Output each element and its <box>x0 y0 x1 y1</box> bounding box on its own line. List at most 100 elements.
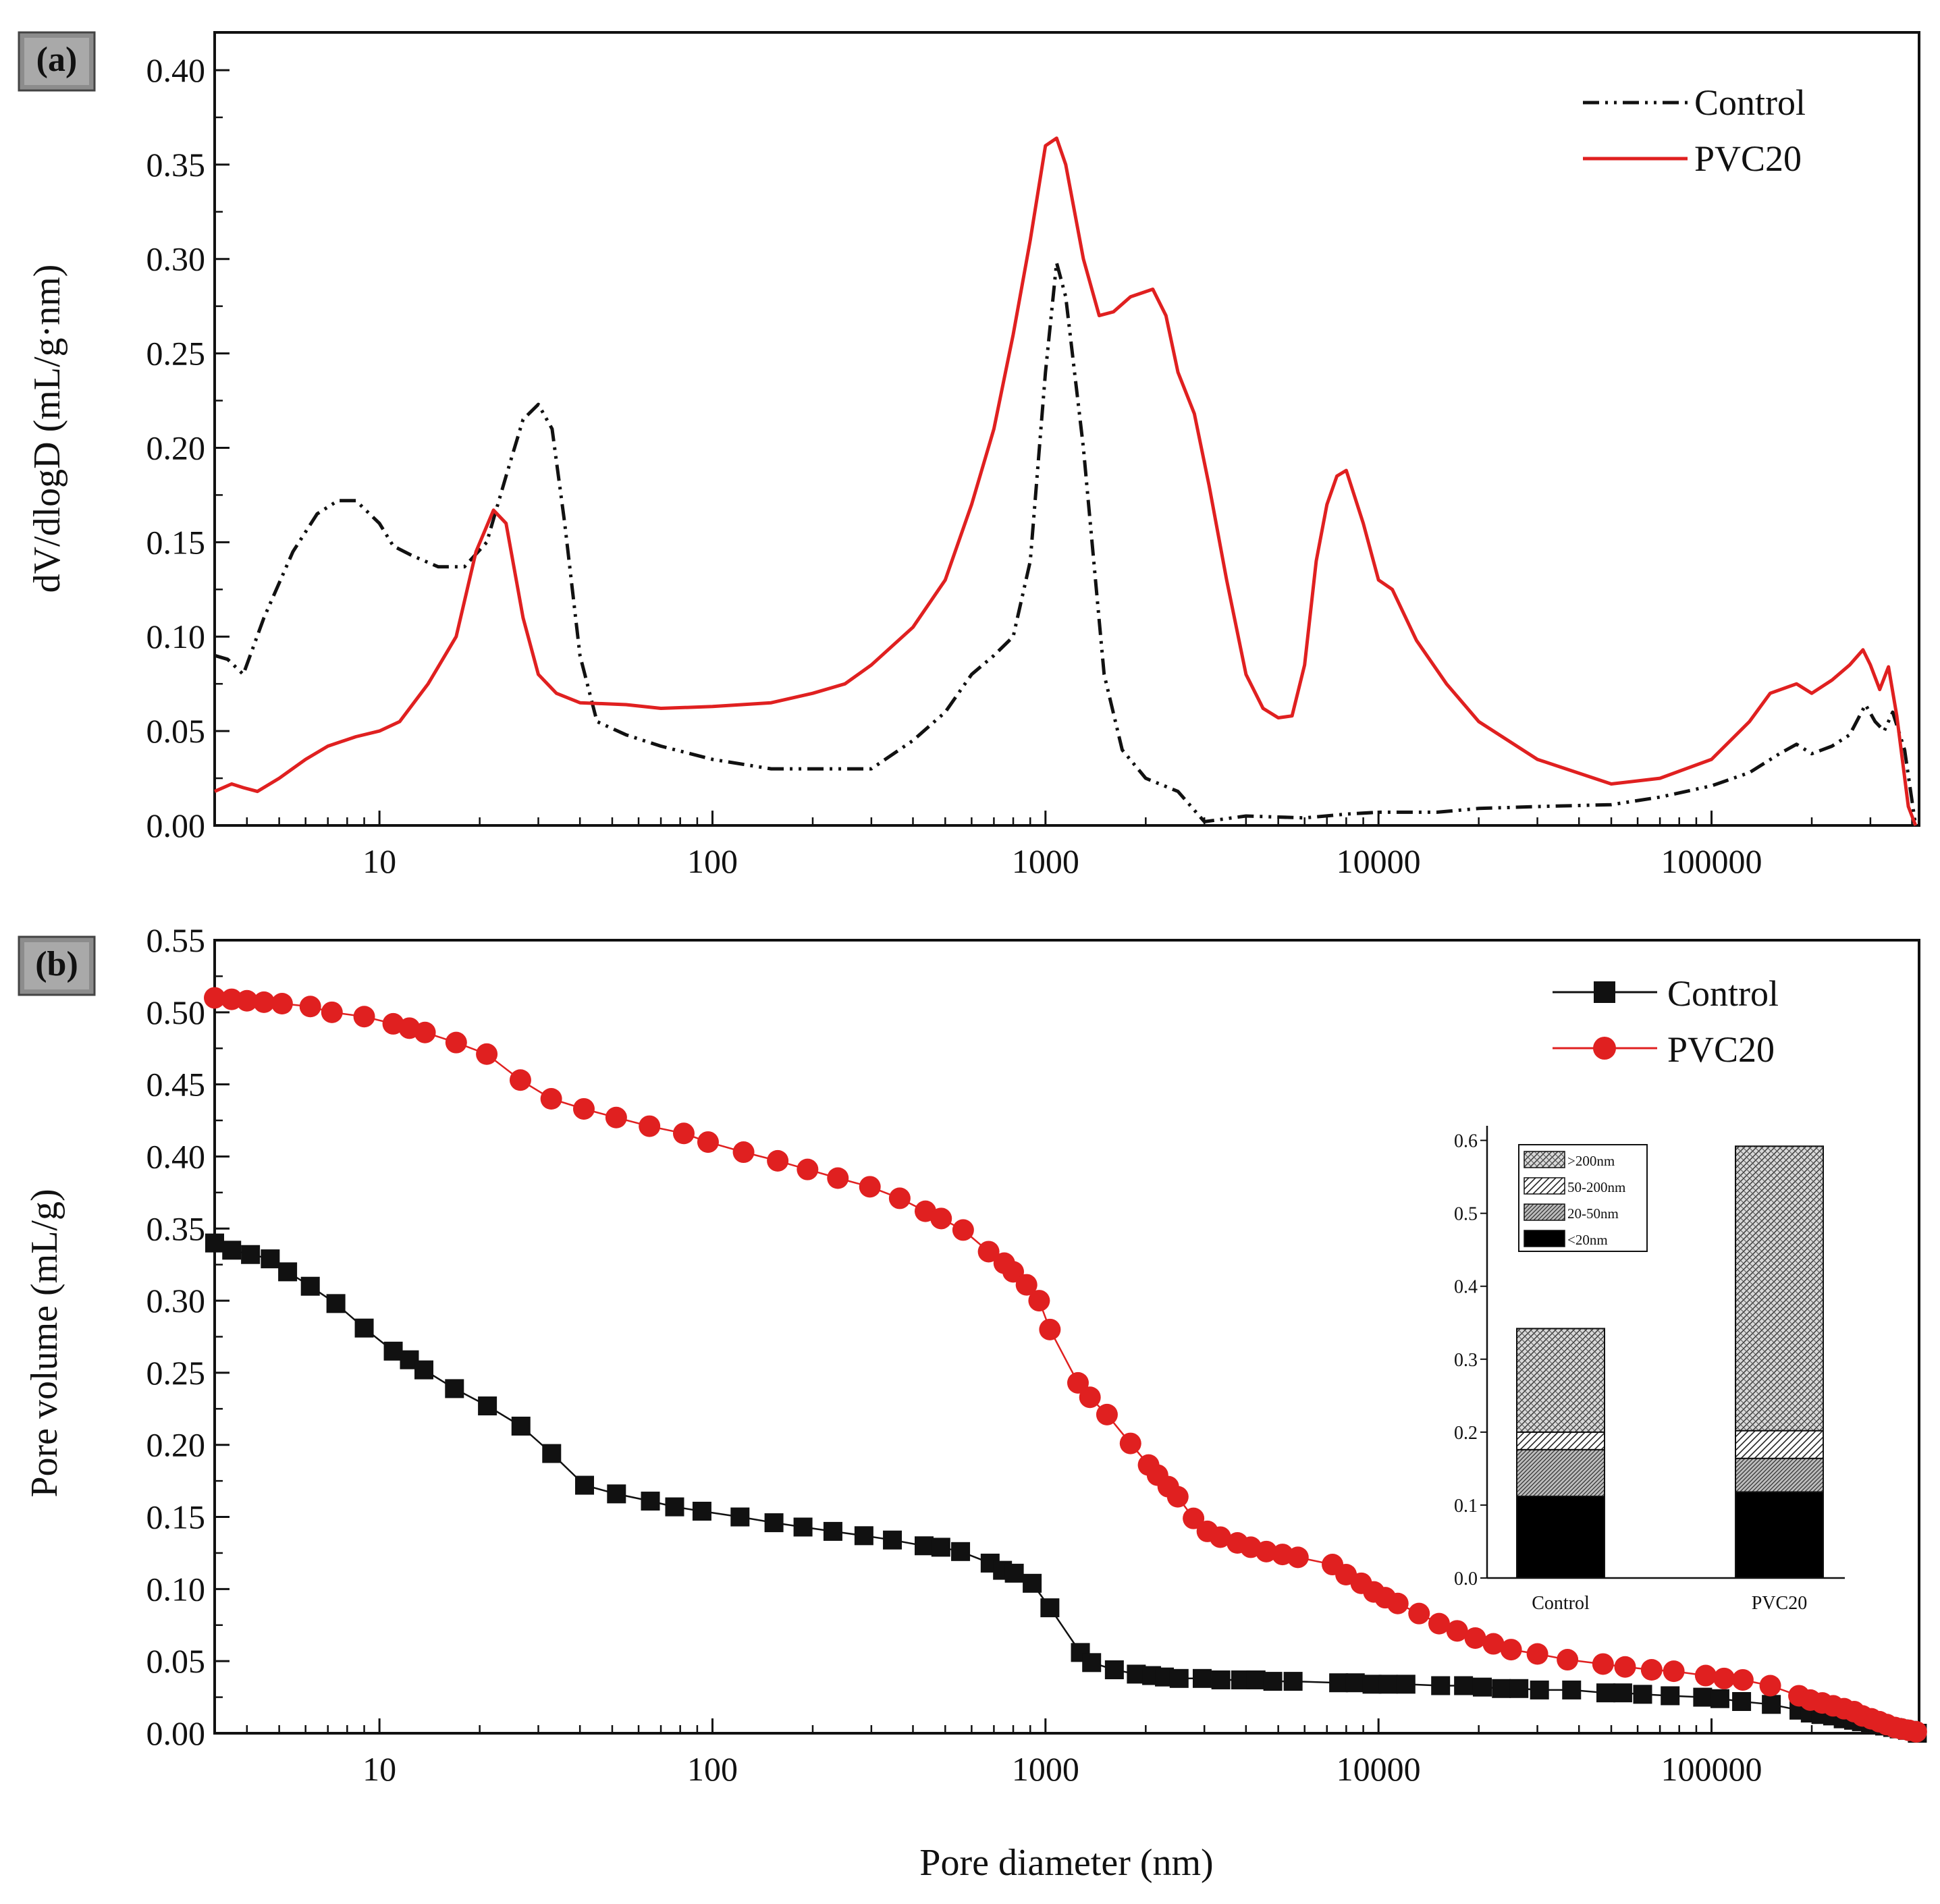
control-square-marker <box>1362 1675 1382 1694</box>
inset-legend-label-20-50: 20-50nm <box>1567 1205 1619 1222</box>
pvc20-circle-marker <box>1067 1371 1089 1394</box>
control-square-marker <box>607 1484 626 1504</box>
control-square-marker <box>1396 1675 1416 1694</box>
pvc20-circle-marker <box>1256 1540 1278 1562</box>
panel-badge-b: (b) <box>18 935 96 996</box>
inset-legend-label-gt200: >200nm <box>1567 1153 1615 1169</box>
pvc20-circle-marker <box>1428 1612 1450 1635</box>
x-tick-label: 100000 <box>1661 842 1762 880</box>
pvc20-circle-marker <box>732 1141 755 1164</box>
pvc20-circle-marker <box>540 1088 562 1110</box>
inset-bar-chart: 0.0 0.1 0.2 0.3 0.4 0.5 0.6 Control PVC20 >200… <box>1454 1126 1845 1614</box>
inset-legend-swatch-gt200 <box>1524 1151 1565 1168</box>
control-square-marker <box>1762 1695 1781 1714</box>
x-tick-label: 100 <box>687 1750 738 1788</box>
control-square-marker <box>1004 1563 1024 1583</box>
y-tick-label: 0.45 <box>146 1066 206 1104</box>
pvc20-circle-marker <box>952 1219 974 1241</box>
pvc20-circle-marker <box>1482 1633 1505 1655</box>
x-tick-label: 10000 <box>1337 842 1421 880</box>
control-square-marker <box>641 1492 660 1511</box>
pvc20-circle-marker <box>977 1241 1000 1263</box>
control-square-marker <box>445 1379 464 1398</box>
pvc20-circle-marker <box>1640 1659 1663 1681</box>
pvc20-circle-marker <box>797 1158 819 1180</box>
inset-legend: >200nm 50-200nm 20-50nm <20nm <box>1518 1144 1648 1252</box>
y-tick-label: 0.20 <box>146 1426 206 1464</box>
panel-b: 0.000.050.100.150.200.250.300.350.400.45… <box>18 921 1927 1884</box>
inset-bar-segment <box>1516 1448 1605 1497</box>
control-square-marker <box>383 1341 403 1361</box>
inset-category-pvc20: PVC20 <box>1752 1593 1807 1614</box>
y-tick-label: 0.25 <box>146 335 206 373</box>
control-square-marker <box>793 1517 813 1537</box>
pvc20-circle-marker <box>639 1115 661 1137</box>
panel-badge-b-inner <box>24 942 89 989</box>
x-tick-labels-a: 10 100 1000 10000 100000 <box>362 842 1762 880</box>
y-tick-label: 0.05 <box>146 712 206 750</box>
control-square-marker <box>205 1233 224 1253</box>
control-square-marker <box>931 1538 950 1557</box>
control-square-marker <box>823 1521 842 1541</box>
x-tick-label: 10 <box>362 842 396 880</box>
control-square-marker <box>1693 1687 1713 1707</box>
control-square-marker <box>1431 1676 1451 1695</box>
legend-b-pvc20-label: PVC20 <box>1667 1029 1775 1070</box>
y-tick-label: 0.20 <box>146 429 206 466</box>
pvc20-circle-marker <box>1905 1720 1927 1743</box>
control-square-marker <box>542 1444 562 1463</box>
control-square-marker <box>764 1513 784 1533</box>
legend-b-pvc20-marker <box>1593 1037 1616 1060</box>
pvc20-circle-marker <box>1287 1546 1309 1569</box>
series-b-pvc20-line <box>214 997 1917 1733</box>
y-tick-label: 0.35 <box>146 146 206 184</box>
inset-y-tick-label: 0.4 <box>1454 1277 1478 1298</box>
control-square-marker <box>1023 1573 1042 1593</box>
inset-legend-label-lt20: <20nm <box>1567 1232 1608 1248</box>
y-tick-labels-b: 0.00 0.05 0.10 0.15 0.20 0.25 0.30 0.35 0.40 0.45… <box>146 921 206 1752</box>
y-tick-label: 0.25 <box>146 1354 206 1392</box>
inset-category-control: Control <box>1532 1593 1590 1614</box>
pvc20-circle-marker <box>321 1001 343 1023</box>
control-square-marker <box>241 1245 261 1264</box>
inset-bar-segment <box>1516 1495 1605 1579</box>
control-square-marker <box>1263 1672 1283 1691</box>
control-square-marker <box>414 1360 434 1380</box>
pvc20-circle-marker <box>572 1097 595 1120</box>
control-square-marker <box>1613 1683 1632 1703</box>
x-tick-label: 10 <box>362 1750 396 1788</box>
x-axis-title-b: Pore diameter (nm) <box>919 1842 1213 1884</box>
pvc20-circle-marker <box>1592 1653 1614 1675</box>
panel-label-b: (b) <box>35 945 78 983</box>
inset-bar-segment <box>1735 1145 1824 1432</box>
x-tick-label: 100 <box>687 842 738 880</box>
control-square-marker <box>1082 1653 1102 1672</box>
control-square-marker <box>1661 1686 1680 1706</box>
control-square-marker <box>1732 1692 1752 1711</box>
plot-frame-a <box>213 31 1920 827</box>
series-b <box>204 987 1927 1743</box>
pvc20-circle-marker <box>1614 1656 1636 1678</box>
pvc20-circle-marker <box>605 1106 627 1128</box>
pvc20-circle-marker <box>1039 1318 1061 1340</box>
control-square-marker <box>222 1241 242 1260</box>
control-square-marker <box>914 1536 934 1556</box>
series-a-control-line <box>214 261 1918 826</box>
control-square-marker <box>1246 1670 1266 1689</box>
y-axis-title-a: dV/dlogD (mL/g·nm) <box>26 265 68 593</box>
pvc20-circle-marker <box>1557 1649 1579 1671</box>
inset-legend-swatch-20-50 <box>1524 1203 1565 1221</box>
pvc20-circle-marker <box>1002 1261 1025 1283</box>
control-square-marker <box>1329 1673 1349 1693</box>
control-square-marker <box>1710 1689 1729 1708</box>
pvc20-circle-marker <box>1694 1664 1717 1687</box>
control-square-marker <box>951 1542 971 1561</box>
y-tick-label: 0.35 <box>146 1209 206 1247</box>
x-tick-label: 10000 <box>1337 1750 1421 1788</box>
y-tick-label: 0.00 <box>146 1714 206 1752</box>
inset-y-tick-label: 0.2 <box>1454 1423 1478 1444</box>
y-tick-label: 0.40 <box>146 1137 206 1175</box>
series-a <box>213 136 1918 826</box>
control-square-marker <box>1633 1685 1652 1704</box>
control-square-marker <box>575 1475 595 1495</box>
